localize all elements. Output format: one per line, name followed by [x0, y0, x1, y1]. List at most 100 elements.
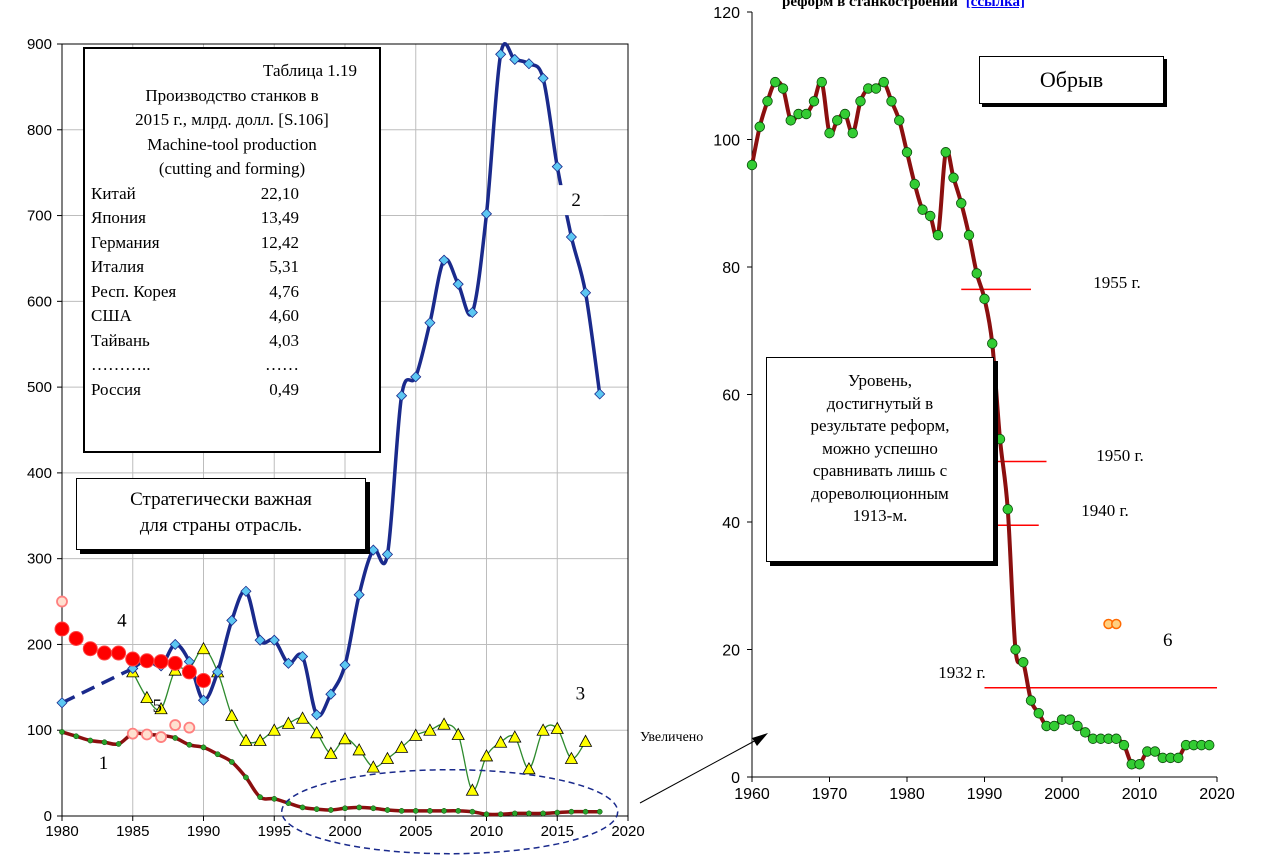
x-tick-label: 2010 [470, 823, 503, 840]
x-tick-label: 1985 [116, 823, 149, 840]
main-series-point [894, 115, 905, 126]
table-value: 13,49 [260, 208, 299, 227]
level-line-1: Уровень, [847, 371, 913, 390]
main-series-point [971, 268, 982, 279]
main-series-point [932, 229, 944, 241]
series-5-point [169, 719, 182, 731]
series-2-point [240, 585, 252, 597]
series-3-point [225, 708, 239, 722]
table-value: 5,31 [269, 257, 299, 276]
x-tick-label: 2005 [399, 823, 432, 840]
series-4-point [181, 664, 197, 680]
zoom-connector-line [639, 737, 761, 804]
series-1-point [59, 729, 65, 735]
reference-label: 1950 г. [1096, 446, 1144, 465]
y-tick-label: 0 [731, 770, 740, 787]
main-series-point [770, 76, 781, 88]
overlays: Увеличено [639, 730, 768, 804]
main-series-point [762, 96, 773, 107]
series-2-point [438, 254, 450, 266]
series-2-point [226, 614, 238, 626]
main-series-point [979, 293, 990, 305]
series-5-point [155, 731, 167, 743]
x-tick-label: 1970 [812, 786, 848, 803]
series-1-point [186, 741, 193, 748]
series-1-point [469, 808, 476, 815]
table-value: 4,60 [269, 306, 299, 325]
table-value: 0,49 [269, 379, 299, 399]
series-label: 1 [99, 753, 109, 774]
main-series-point [963, 229, 975, 241]
x-tick-label: 1960 [734, 786, 770, 803]
table-country: Респ. Корея [91, 281, 177, 301]
x-tick-label: 1990 [967, 786, 1003, 803]
main-series-point [1134, 759, 1145, 770]
y-tick-label: 60 [722, 388, 740, 405]
x-tick-label: 1980 [45, 823, 78, 840]
y-tick-label: 40 [722, 515, 740, 532]
series-1-point [299, 804, 306, 811]
y-tick-label: 20 [722, 643, 740, 660]
level-box: Уровень, достигнутый в результате реформ… [766, 357, 994, 562]
series-2-point [410, 371, 422, 383]
table-row: Германия 12,42 [91, 231, 379, 256]
series-1-point [427, 808, 433, 814]
reference-label: 1955 г. [1093, 273, 1141, 292]
series-1-point [540, 810, 546, 817]
series-4-point [125, 651, 141, 667]
series-3-point [324, 746, 338, 759]
table-country: Италия [91, 257, 145, 276]
strategic-box: Стратегически важная для страны отрасль. [76, 478, 366, 550]
series-2-point [424, 317, 436, 329]
table-row: Япония 13,49 [91, 206, 379, 231]
series-2-point [254, 634, 266, 646]
series-3-point [352, 743, 366, 756]
series-2-point [466, 306, 478, 319]
series-3-point [140, 690, 154, 704]
main-series-point [1033, 708, 1044, 719]
header-link[interactable]: [ссылка] [965, 0, 1026, 10]
series-3-line [132, 648, 587, 791]
series-2-point [296, 650, 309, 663]
main-series-point [1072, 720, 1083, 732]
x-tick-label: 2015 [541, 823, 574, 840]
series-1-point [342, 805, 348, 812]
series-3-point [578, 734, 593, 747]
y-tick-label: 300 [27, 551, 52, 568]
series-1-point [370, 805, 377, 812]
series-1-line [61, 730, 600, 817]
series-1-point [582, 808, 589, 815]
main-series-point [824, 127, 835, 139]
series-2-point [325, 688, 337, 700]
series-1-point [568, 808, 575, 815]
table-country: Япония [91, 208, 146, 227]
main-series-point [1064, 714, 1075, 725]
series-4-point [153, 654, 169, 670]
series-1-point [73, 733, 80, 740]
series-4-point [96, 645, 112, 661]
series-3-point [493, 735, 508, 748]
x-tick-label: 2020 [611, 823, 644, 840]
series-3-point [295, 711, 310, 724]
series-1-point [214, 751, 221, 758]
series-4-point [68, 630, 84, 646]
zoom-label: Увеличено [640, 730, 703, 745]
series-3-point [267, 723, 281, 736]
level-line-4: можно успешно [822, 438, 938, 458]
x-tick-label: 2020 [1199, 786, 1235, 803]
table-value: 4,76 [269, 281, 299, 301]
y-tick-label: 400 [27, 465, 52, 482]
x-tick-label: 1980 [889, 786, 925, 803]
series-3-point [550, 721, 564, 734]
series-1-point [412, 808, 419, 814]
table-country: Россия [91, 379, 141, 399]
y-tick-label: 0 [44, 808, 52, 825]
table-value: …… [265, 355, 299, 374]
series-1-point [511, 810, 518, 817]
series-1-point [257, 794, 263, 800]
main-series-point [855, 96, 866, 107]
main-series-point [1111, 733, 1122, 744]
level-line-3: результате реформ, [810, 416, 950, 435]
main-series-point [1080, 727, 1091, 738]
main-series-point [1025, 695, 1037, 706]
